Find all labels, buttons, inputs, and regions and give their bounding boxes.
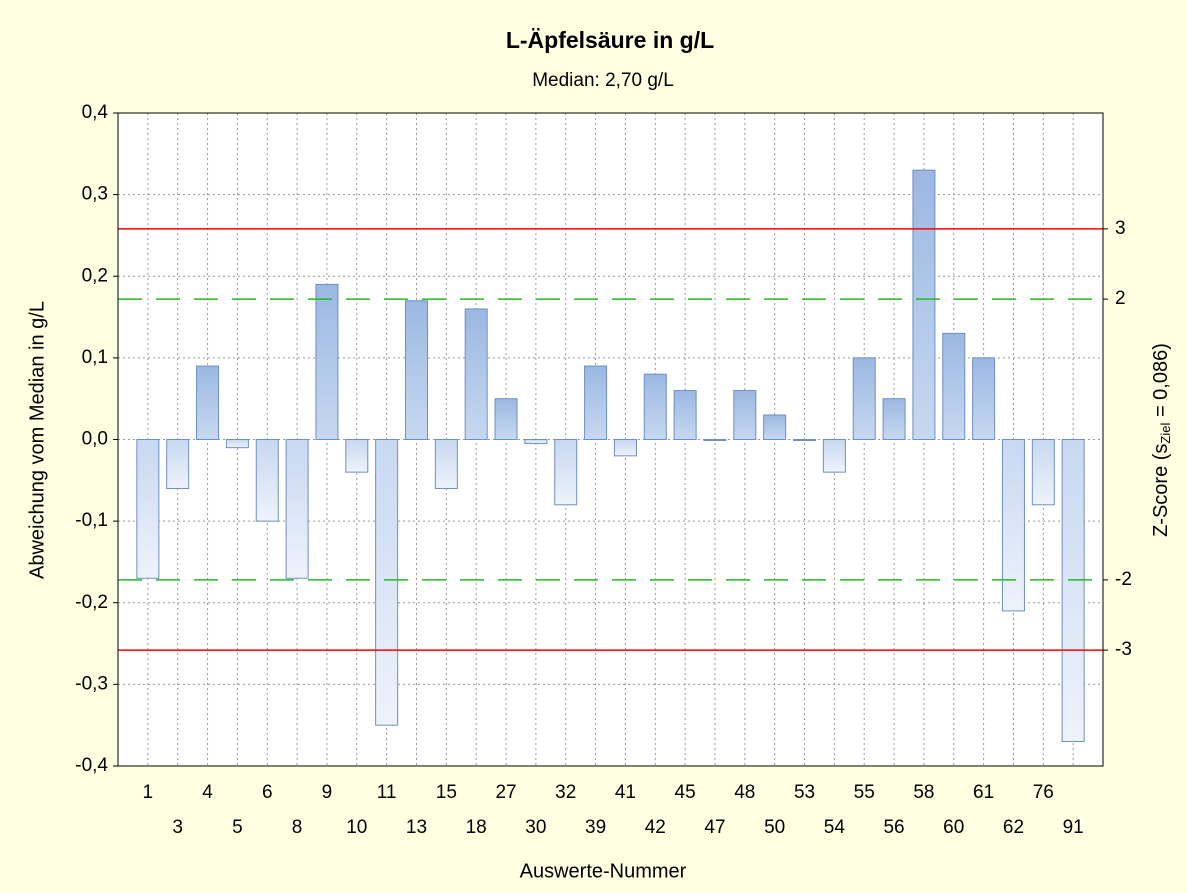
bar bbox=[852, 357, 876, 440]
bar bbox=[673, 390, 697, 440]
bar bbox=[733, 390, 757, 440]
x-tick-label: 62 bbox=[1003, 817, 1024, 838]
bar bbox=[166, 439, 190, 489]
x-axis-label: Auswerte-Nummer bbox=[520, 860, 687, 882]
x-tick-label: 39 bbox=[585, 817, 606, 838]
bar bbox=[285, 439, 309, 579]
bar bbox=[643, 373, 667, 441]
x-tick-label: 27 bbox=[495, 782, 516, 803]
bar bbox=[912, 169, 936, 440]
y-tick-label: -0,2 bbox=[75, 592, 108, 613]
bar bbox=[315, 283, 339, 440]
y-tick-label: 0,0 bbox=[82, 429, 108, 450]
bar bbox=[434, 439, 458, 489]
x-tick-label: 3 bbox=[172, 817, 183, 838]
y2-tick-label: 3 bbox=[1115, 218, 1126, 239]
y2-axis-label: Z-Score (sZiel = 0,086) bbox=[1150, 343, 1173, 537]
bar bbox=[972, 357, 996, 440]
x-tick-label: 61 bbox=[973, 782, 994, 803]
bar bbox=[196, 365, 220, 441]
x-tick-label: 15 bbox=[436, 782, 457, 803]
chart-title: L-Äpfelsäure in g/L bbox=[506, 27, 714, 53]
bar bbox=[524, 439, 548, 445]
bar bbox=[345, 439, 369, 473]
y-tick-label: -0,1 bbox=[75, 510, 108, 531]
bar bbox=[584, 365, 608, 441]
bar bbox=[1001, 439, 1025, 612]
bar bbox=[136, 439, 160, 579]
x-tick-label: 11 bbox=[377, 782, 397, 803]
x-tick-label: 42 bbox=[645, 817, 666, 838]
x-tick-label: 10 bbox=[346, 817, 367, 838]
x-tick-label: 55 bbox=[854, 782, 875, 803]
x-tick-label: 30 bbox=[525, 817, 546, 838]
x-tick-label: 8 bbox=[292, 817, 303, 838]
y2-label-part: = 0,086) bbox=[1150, 343, 1172, 423]
bar bbox=[1061, 439, 1085, 743]
bar bbox=[255, 439, 279, 522]
y-tick-label: -0,4 bbox=[75, 755, 108, 776]
y-axis-label: Abweichung vom Median in g/L bbox=[26, 301, 48, 579]
x-tick-label: 60 bbox=[943, 817, 964, 838]
bar bbox=[225, 439, 249, 449]
x-tick-label: 9 bbox=[322, 782, 333, 803]
x-tick-label: 58 bbox=[913, 782, 934, 803]
y-tick-label: 0,1 bbox=[82, 347, 108, 368]
y2-tick-label: -3 bbox=[1115, 639, 1132, 660]
x-tick-label: 32 bbox=[555, 782, 576, 803]
y2-label-sub: Ziel bbox=[1158, 423, 1173, 444]
bar bbox=[494, 398, 518, 440]
x-tick-label: 13 bbox=[406, 817, 427, 838]
bar bbox=[822, 439, 846, 473]
bar bbox=[793, 439, 817, 441]
x-tick-label: 56 bbox=[883, 817, 904, 838]
chart-subtitle: Median: 2,70 g/L bbox=[532, 70, 674, 91]
x-tick-label: 5 bbox=[232, 817, 243, 838]
x-tick-label: 45 bbox=[675, 782, 696, 803]
bar bbox=[613, 439, 637, 457]
bar bbox=[763, 414, 787, 441]
y2-label-part: Z-Score (s bbox=[1150, 444, 1172, 537]
plot-frame bbox=[117, 112, 1104, 767]
x-tick-label: 6 bbox=[262, 782, 273, 803]
x-tick-label: 76 bbox=[1033, 782, 1054, 803]
bar bbox=[554, 439, 578, 506]
x-tick-label: 54 bbox=[824, 817, 846, 838]
bar bbox=[375, 439, 399, 726]
x-tick-label: 4 bbox=[202, 782, 213, 803]
y2-tick-label: -2 bbox=[1115, 569, 1132, 590]
y2-tick-label: 2 bbox=[1115, 288, 1126, 309]
x-tick-label: 41 bbox=[615, 782, 636, 803]
bar bbox=[882, 398, 906, 440]
bar bbox=[1031, 439, 1055, 506]
bar bbox=[942, 332, 966, 441]
bar bbox=[464, 308, 488, 440]
y-tick-label: 0,2 bbox=[82, 265, 108, 286]
x-tick-label: 18 bbox=[466, 817, 487, 838]
x-tick-label: 47 bbox=[704, 817, 725, 838]
bar bbox=[404, 300, 428, 440]
x-tick-label: 48 bbox=[734, 782, 755, 803]
y-tick-label: 0,3 bbox=[82, 184, 108, 205]
x-tick-label: 1 bbox=[143, 782, 154, 803]
y-tick-label: -0,3 bbox=[75, 673, 108, 694]
bar bbox=[703, 439, 727, 441]
x-tick-label: 50 bbox=[764, 817, 785, 838]
x-tick-label: 53 bbox=[794, 782, 815, 803]
x-tick-label: 91 bbox=[1063, 817, 1084, 838]
y-tick-label: 0,4 bbox=[82, 102, 109, 123]
